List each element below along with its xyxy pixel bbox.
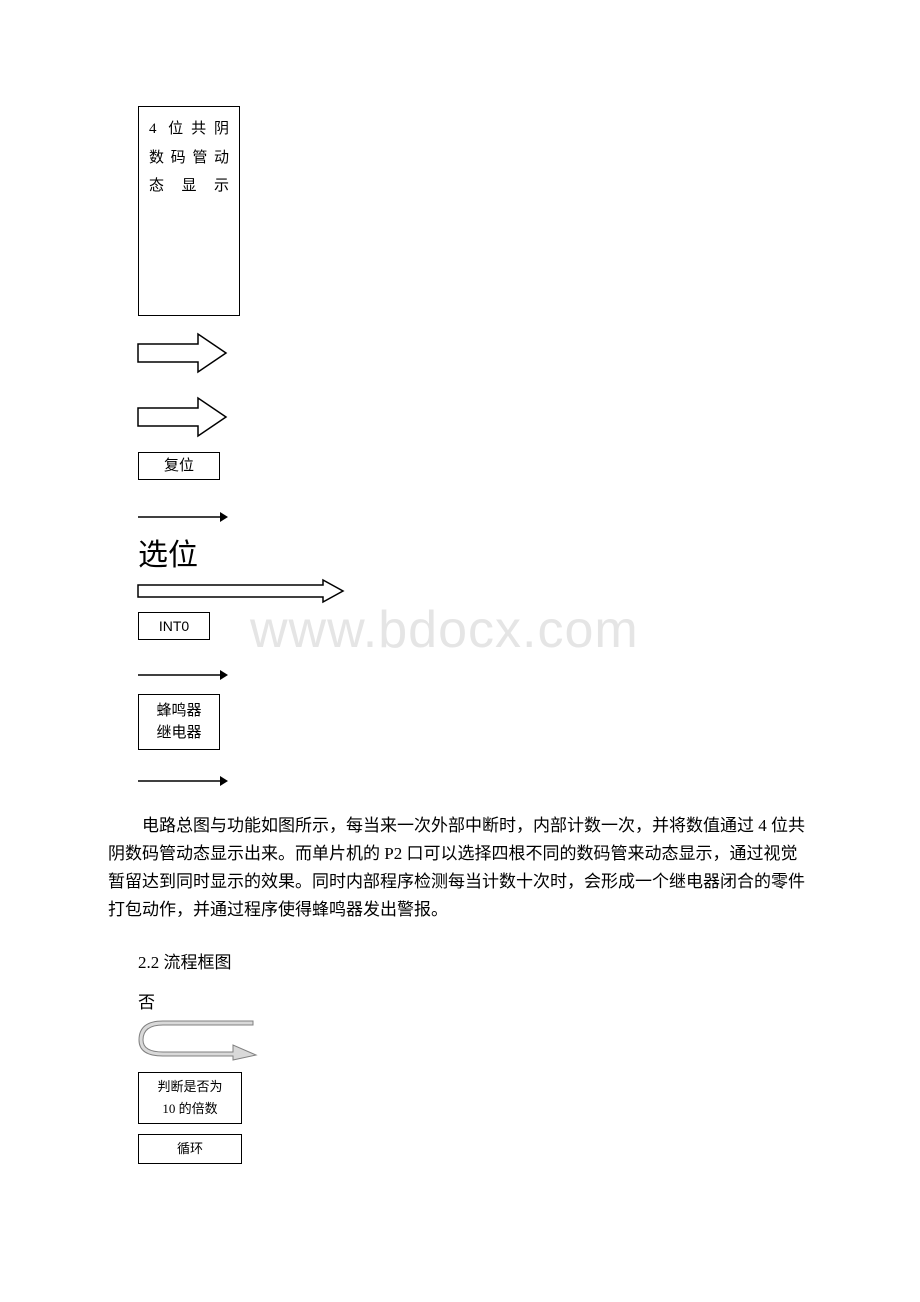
display-module-box: 4 位共阴 数码管动 态显示 [138, 106, 240, 316]
block-arrow-2-icon [138, 398, 228, 436]
section-heading: 2.2 流程框图 [138, 948, 232, 973]
relay-label: 继电器 [156, 722, 201, 745]
display-line-3: 态显示 [149, 178, 229, 194]
block-arrow-1-icon [138, 334, 228, 372]
no-label: 否 [138, 988, 155, 1013]
page: 4 位共阴 数码管动 态显示 复位 选位 www.bdocx.com INT0 [0, 0, 920, 1302]
buzzer-label: 蜂鸣器 [156, 700, 201, 723]
reset-box: 复位 [138, 452, 220, 480]
body-paragraph: 电路总图与功能如图所示，每当来一次外部中断时，内部计数一次，并将数值通过 4 位… [108, 812, 808, 924]
display-line-2: 数码管动 [149, 150, 229, 166]
judge-box: 判断是否为 10 的倍数 [138, 1072, 242, 1124]
thin-arrow-1-icon [138, 510, 228, 524]
select-bit-label: 选位 [138, 530, 198, 574]
thin-arrow-3-icon [138, 774, 228, 788]
int0-box: INT0 [138, 612, 210, 640]
watermark-text: www.bdocx.com [250, 600, 639, 660]
int0-label: INT0 [159, 615, 189, 637]
judge-line-1: 判断是否为 [157, 1076, 222, 1098]
reset-label: 复位 [164, 454, 194, 478]
long-block-arrow-icon [138, 580, 343, 602]
loop-box: 循环 [138, 1134, 242, 1164]
display-line-1: 4 位共阴 [149, 121, 229, 137]
loop-label: 循环 [177, 1139, 203, 1160]
buzzer-relay-box: 蜂鸣器 继电器 [138, 694, 220, 750]
judge-line-2: 10 的倍数 [162, 1098, 217, 1120]
thin-arrow-2-icon [138, 668, 228, 682]
uturn-arrow-icon [138, 1020, 258, 1060]
